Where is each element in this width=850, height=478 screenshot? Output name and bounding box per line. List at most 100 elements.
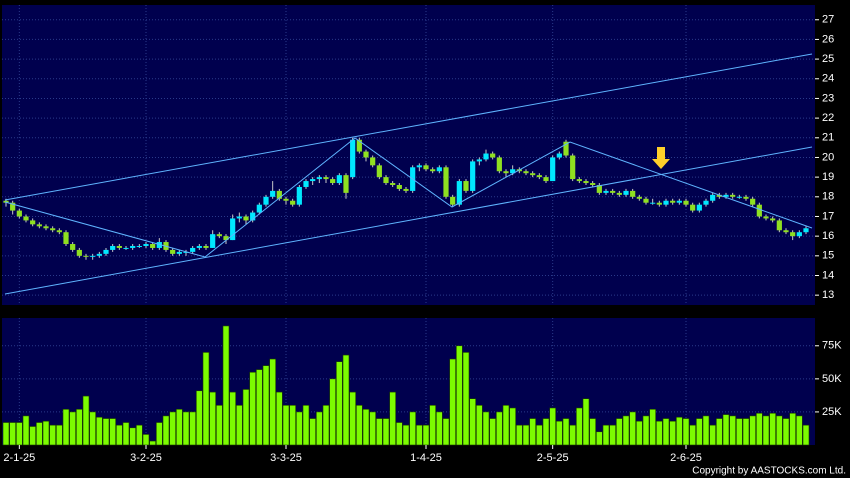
y-tick-label: 15 [822, 250, 834, 262]
marks: 13 14 15 16 17 18 19 20 21 22 23 24 25 26 27 25K 50K 75K 2… [2, 5, 842, 464]
volume-bar [689, 424, 696, 446]
candle-body [123, 247, 129, 249]
candle-body [670, 200, 676, 203]
volume-bar [729, 415, 736, 446]
volume-bar [136, 424, 143, 446]
candle-body [243, 216, 249, 221]
candle-body [456, 181, 462, 205]
candle-body [356, 139, 362, 152]
volume-bar [782, 418, 790, 446]
volume-bar [749, 415, 756, 446]
volume-bar [602, 424, 610, 446]
candle-body [603, 190, 609, 193]
volume-bar [309, 418, 316, 446]
candle-body [136, 245, 142, 247]
candle-body [496, 157, 502, 172]
candle-body [503, 171, 509, 174]
candle-body [343, 175, 349, 193]
volume-bar [529, 418, 536, 446]
volume-bar [496, 411, 503, 446]
candle-body [396, 185, 402, 189]
volume-bar [642, 415, 650, 446]
candle-body [610, 190, 616, 193]
candle-body [683, 200, 689, 205]
candle-body [756, 204, 762, 217]
volume-bar [202, 352, 210, 446]
volume-bar [9, 422, 16, 446]
volume-bar [762, 415, 770, 446]
x-tick-label: 1-4-25 [410, 452, 442, 464]
candle-body [696, 204, 702, 211]
candle-body [703, 200, 709, 205]
candle-body [56, 230, 62, 233]
candle-body [796, 232, 802, 237]
volume-bar [456, 345, 463, 446]
volume-bar [109, 418, 116, 446]
volume-bar [269, 358, 276, 446]
volume-bar [516, 424, 523, 446]
y-tick-label: 16 [822, 230, 834, 242]
candle-body [276, 190, 282, 199]
volume-bar [736, 418, 743, 446]
candle-body [3, 200, 9, 203]
candle-body [483, 153, 489, 160]
candle-body [463, 181, 469, 191]
volume-bar [249, 371, 256, 446]
volume-bar [482, 411, 490, 446]
candle-body [303, 181, 309, 187]
y-tick-label: 21 [822, 132, 834, 144]
volume-bar [556, 420, 563, 446]
volume-bar [242, 389, 250, 446]
volume-bar [22, 415, 30, 446]
volume-bar [622, 415, 630, 446]
volume-bar [282, 405, 290, 446]
candle-body [250, 212, 256, 221]
volume-bar [216, 405, 223, 446]
y-tick-label: 22 [822, 112, 834, 124]
upper-channel [4, 53, 813, 201]
volume-bar [409, 411, 416, 446]
volume-bar [82, 395, 90, 446]
volume-bar [742, 418, 750, 446]
volume-bar [616, 418, 623, 446]
candle-body [716, 194, 722, 197]
volume-bar [296, 411, 303, 446]
volume-bar [196, 390, 203, 446]
volume-bar [336, 361, 343, 446]
volume-bar [509, 407, 516, 446]
candle-body [430, 169, 436, 172]
volume-bar [96, 416, 103, 446]
y-tick-label: 26 [822, 33, 834, 45]
candle-body [443, 167, 449, 197]
candle-body [536, 175, 542, 178]
x-tick-label: 3-2-25 [130, 452, 162, 464]
volume-bar [376, 418, 383, 446]
volume-bar [756, 412, 763, 446]
volume-bar [429, 405, 436, 446]
candle-body [110, 245, 116, 250]
y-tick-label: 17 [822, 210, 834, 222]
volume-bar [36, 422, 43, 446]
candle-body [643, 198, 649, 203]
candle-body [76, 249, 82, 256]
candle-body [103, 249, 109, 254]
candle-body [510, 169, 516, 174]
volume-bar [116, 424, 123, 446]
candle-body [630, 190, 636, 197]
candle-body [403, 188, 409, 191]
y-tick-label: 75K [822, 340, 842, 352]
volume-bar [802, 424, 810, 446]
volume-bar [396, 422, 403, 446]
candle-body [323, 177, 329, 180]
volume-bar [776, 415, 783, 446]
candle-body [423, 165, 429, 170]
candle-body [290, 200, 296, 205]
candle-body [803, 228, 809, 233]
candle-body [476, 159, 482, 162]
candle-body [10, 202, 16, 211]
candle-body [556, 153, 562, 158]
volume-bar [182, 411, 190, 446]
y-tick-label: 14 [822, 269, 834, 281]
volume-bar [129, 427, 136, 446]
volume-bar [382, 418, 390, 446]
